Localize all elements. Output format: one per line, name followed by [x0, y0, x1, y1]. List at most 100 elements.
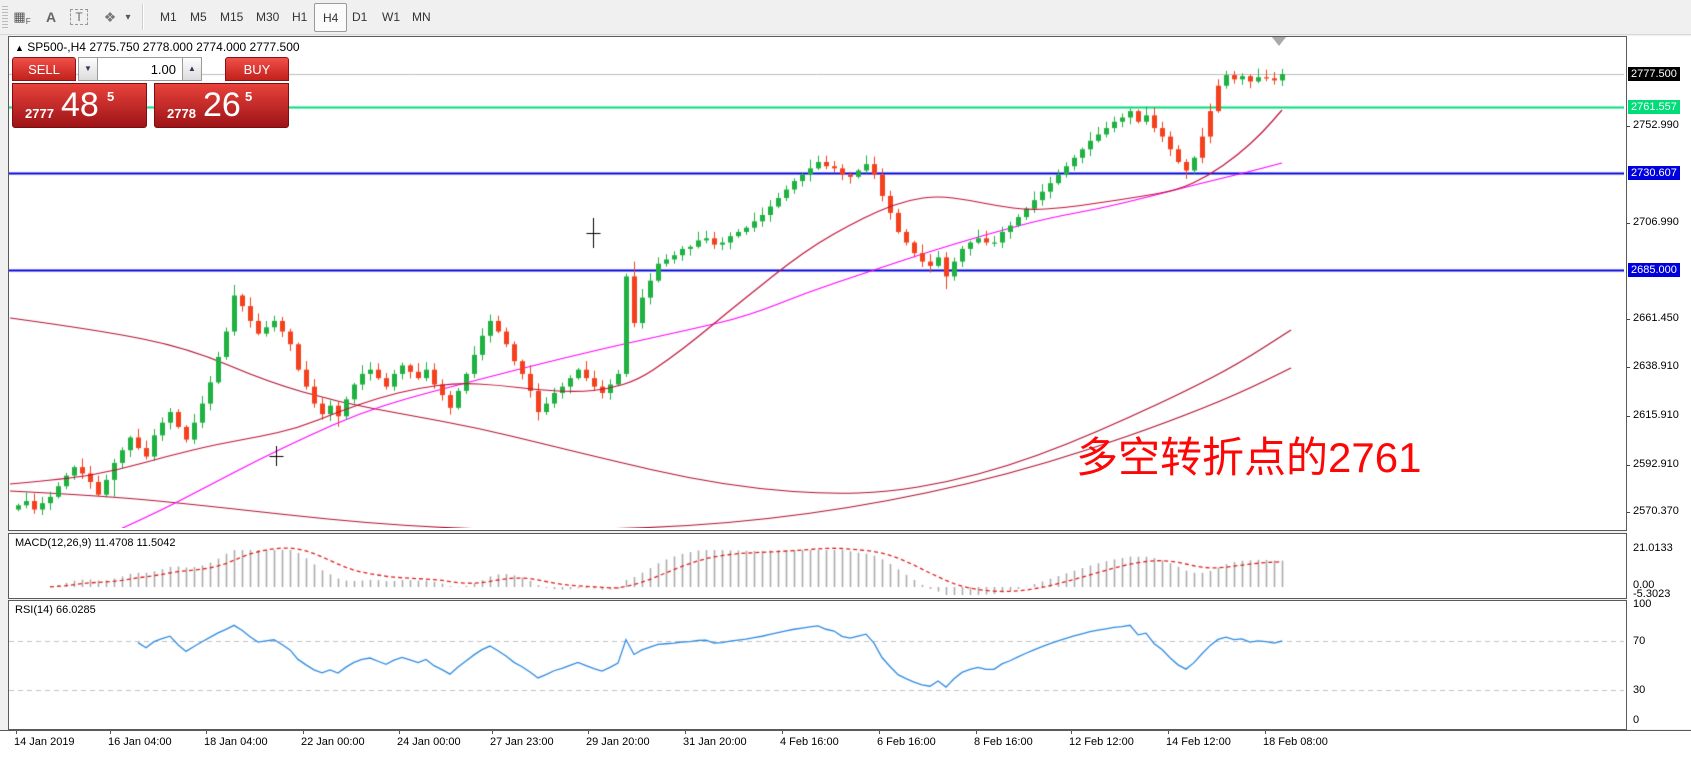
price-tick [1627, 465, 1630, 466]
ohlc-open: 2775.750 [89, 40, 140, 54]
rsi-name: RSI(14) [15, 604, 53, 616]
sell-price-sup: 5 [107, 89, 115, 104]
volume-down-icon[interactable]: ▼ [78, 57, 98, 81]
main-chart-panel[interactable]: ▲ SP500-,H4 2775.750 2778.000 2774.000 2… [8, 36, 1627, 531]
time-tick [110, 731, 111, 734]
volume-input[interactable] [97, 57, 183, 81]
timeframe-button-d1[interactable]: D1 [352, 9, 368, 24]
timeframe-button-h1[interactable]: H1 [292, 9, 308, 24]
timeframe-button-m30[interactable]: M30 [256, 9, 280, 24]
macd-scale-label: -5.3023 [1633, 588, 1671, 600]
buy-price-sup: 5 [245, 89, 253, 104]
symbol-label: SP500-,H4 [27, 40, 86, 54]
time-label: 18 Jan 04:00 [204, 736, 268, 748]
chart-shift-marker-icon[interactable] [1272, 37, 1286, 46]
price-tick [1627, 512, 1630, 513]
macd-label: MACD(12,26,9) 11.4708 11.5042 [15, 537, 175, 549]
time-tick [1168, 731, 1169, 734]
macd-canvas [9, 534, 1624, 596]
rsi-scale-label: 70 [1633, 635, 1646, 647]
sell-price-big: 48 [61, 86, 99, 124]
time-tick [399, 731, 400, 734]
rsi-panel[interactable]: RSI(14) 66.0285 [8, 600, 1627, 730]
one-click-trading-panel: SELL ▼ ▲ BUY 2777 48 5 2778 26 5 [12, 57, 289, 128]
price-tick [1627, 319, 1630, 320]
collapse-arrow-icon[interactable]: ▲ [15, 43, 24, 53]
time-tick [206, 731, 207, 734]
macd-scale-label: 21.0133 [1633, 542, 1673, 554]
rsi-scale-label: 30 [1633, 684, 1646, 696]
rsi-scale-label: 100 [1633, 598, 1652, 610]
time-tick [685, 731, 686, 734]
time-label: 14 Feb 12:00 [1166, 736, 1231, 748]
rsi-value: 66.0285 [55, 604, 96, 616]
time-label: 29 Jan 20:00 [586, 736, 650, 748]
price-label: 2706.990 [1633, 216, 1679, 228]
price-badge: 2777.500 [1628, 67, 1680, 81]
time-tick [1265, 731, 1266, 734]
buy-price-box[interactable]: 2778 26 5 [154, 83, 289, 128]
price-badge: 2685.000 [1628, 263, 1680, 277]
price-tick [1627, 367, 1630, 368]
macd-scale-label: 0.00 [1633, 579, 1655, 591]
price-label: 2615.910 [1633, 409, 1679, 421]
volume-up-icon[interactable]: ▲ [182, 57, 202, 81]
grid-f-icon[interactable]: ▦ F [10, 4, 34, 30]
chart-annotation-text: 多空转折点的2761 [1076, 434, 1422, 481]
time-label: 12 Feb 12:00 [1069, 736, 1134, 748]
text-tool-glyph: T [70, 9, 88, 25]
price-tick [1627, 126, 1630, 127]
time-label: 27 Jan 23:00 [490, 736, 554, 748]
timeframe-button-h4[interactable]: H4 [314, 3, 348, 32]
grid-f-sub: F [25, 16, 31, 26]
buy-price-small: 2778 [167, 106, 196, 121]
time-tick [976, 731, 977, 734]
price-label: 2592.910 [1633, 458, 1679, 470]
font-a-icon[interactable]: A [45, 9, 57, 25]
toolbar: ▦ F A T ❖ ▾ M1 M5 M15 M30 H1 H4 D1 W1 MN [0, 0, 1691, 35]
time-label: 24 Jan 00:00 [397, 736, 461, 748]
grid-f-glyph: ▦ [13, 9, 26, 24]
time-tick [1071, 731, 1072, 734]
macd-values: 11.4708 11.5042 [94, 537, 176, 549]
sell-price-box[interactable]: 2777 48 5 [12, 83, 147, 128]
shapes-icon[interactable]: ❖ [103, 8, 117, 25]
timeframe-button-m5[interactable]: M5 [190, 9, 207, 24]
time-label: 22 Jan 00:00 [301, 736, 365, 748]
time-tick [782, 731, 783, 734]
time-tick [16, 731, 17, 734]
rsi-canvas [9, 601, 1624, 727]
time-label: 6 Feb 16:00 [877, 736, 936, 748]
time-axis[interactable]: 14 Jan 2019 16 Jan 04:00 18 Jan 04:00 22 Ja… [0, 730, 1691, 757]
timeframe-button-m15[interactable]: M15 [220, 9, 244, 24]
time-tick [588, 731, 589, 734]
sell-button[interactable]: SELL [12, 57, 76, 81]
time-tick [879, 731, 880, 734]
price-label: 2661.450 [1633, 312, 1679, 324]
buy-price-big: 26 [203, 86, 241, 124]
toolbar-separator [142, 4, 144, 30]
macd-panel[interactable]: MACD(12,26,9) 11.4708 11.5042 [8, 533, 1627, 599]
shapes-dropdown-caret-icon[interactable]: ▾ [125, 11, 131, 23]
time-label: 16 Jan 04:00 [108, 736, 172, 748]
timeframe-button-m1[interactable]: M1 [160, 9, 177, 24]
price-tick [1627, 223, 1630, 224]
time-label: 14 Jan 2019 [14, 736, 75, 748]
macd-name: MACD(12,26,9) [15, 537, 92, 549]
rsi-scale-label: 0 [1633, 714, 1640, 726]
time-tick [492, 731, 493, 734]
time-tick [303, 731, 304, 734]
ohlc-low: 2774.000 [196, 40, 247, 54]
rsi-label: RSI(14) 66.0285 [15, 604, 96, 616]
toolbar-drag-handle[interactable] [2, 6, 8, 28]
ohlc-high: 2778.000 [142, 40, 193, 54]
time-label: 31 Jan 20:00 [683, 736, 747, 748]
timeframe-button-mn[interactable]: MN [412, 9, 431, 24]
price-label: 2638.910 [1633, 360, 1679, 372]
buy-button[interactable]: BUY [225, 57, 289, 81]
price-label: 2752.990 [1633, 119, 1679, 131]
text-tool-icon[interactable]: T [68, 4, 90, 30]
price-scale[interactable]: 2752.990 2706.990 2661.450 2638.910 2615.910… [1627, 36, 1691, 729]
timeframe-button-w1[interactable]: W1 [382, 9, 400, 24]
